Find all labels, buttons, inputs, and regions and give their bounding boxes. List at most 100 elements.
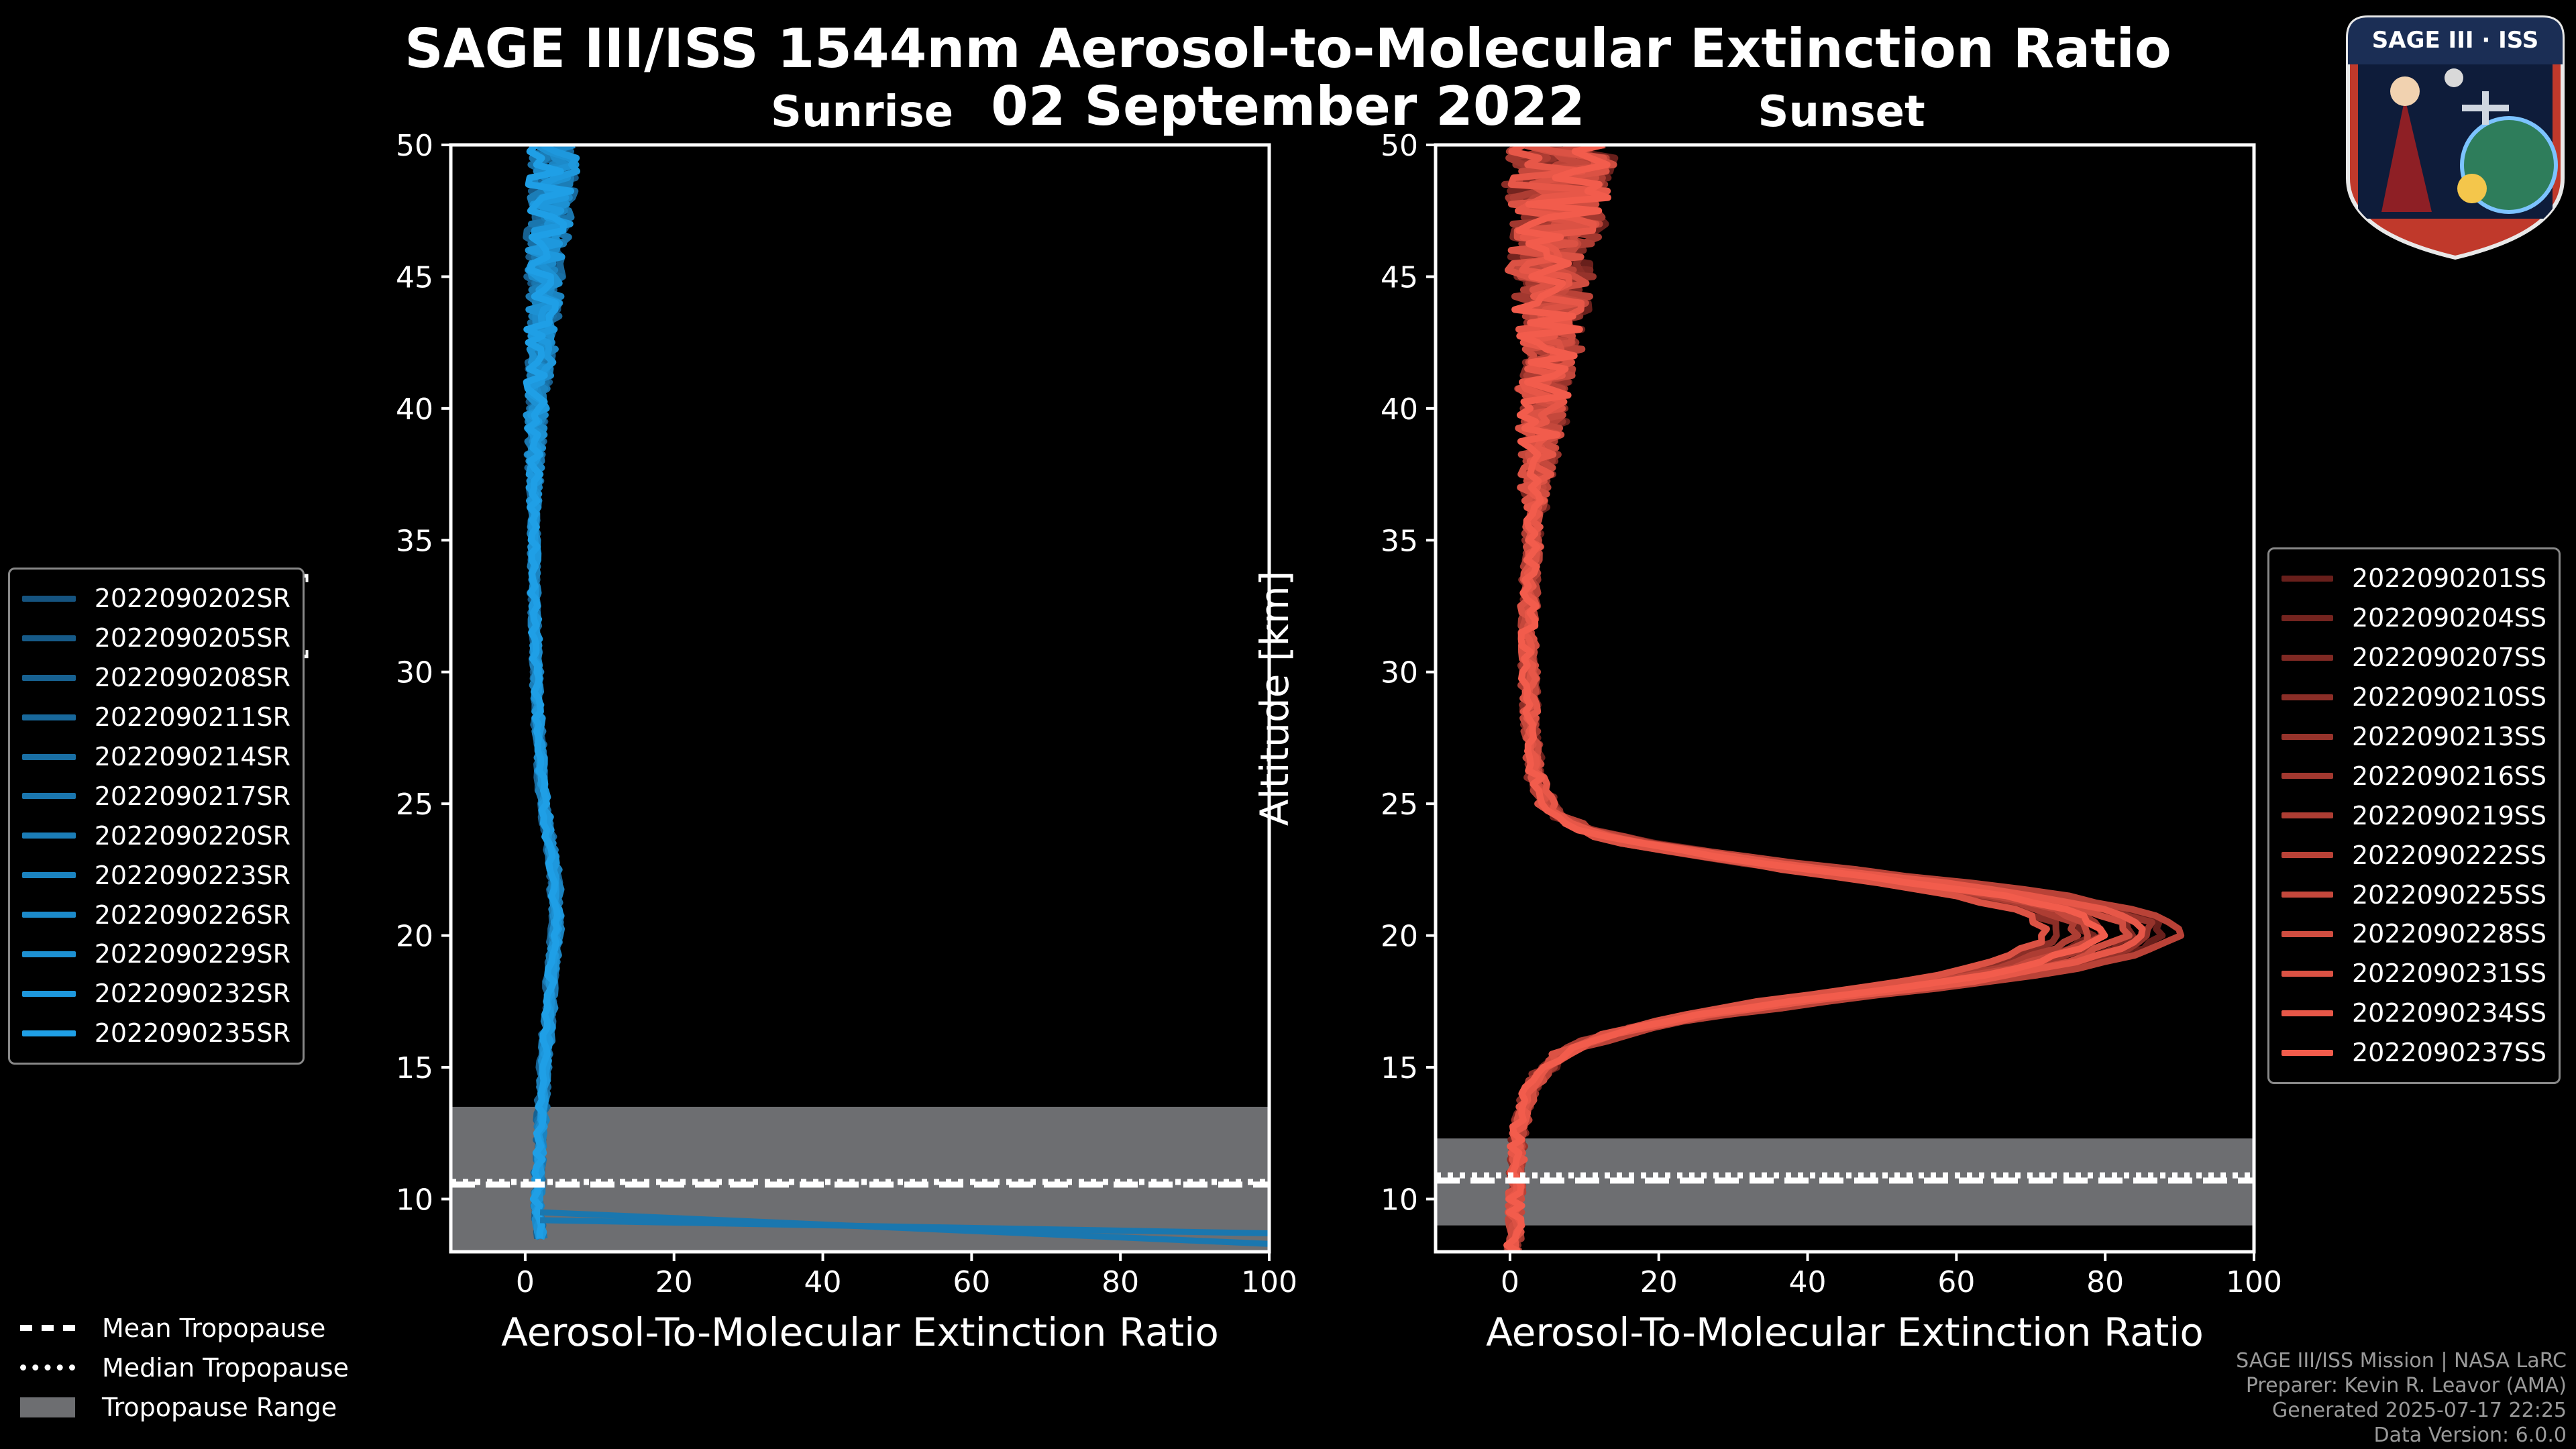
series-line-2022090228SS <box>1505 145 2133 1252</box>
figure-title: SAGE III/ISS 1544nm Aerosol-to-Molecular… <box>405 17 2171 80</box>
legend-swatch <box>22 635 76 641</box>
sunrise-legend: 2022090202SR 2022090205SR 2022090208SR 2022… <box>8 568 305 1065</box>
sunset-plot: 0 20 40 60 80 100 10 15 20 25 30 35 40 45 50 Aerosol-To… <box>1252 129 2282 1355</box>
series-line-2022090237SS <box>1503 145 2108 1252</box>
legend-label: 2022090210SS <box>2351 682 2546 712</box>
legend-label: 2022090219SS <box>2351 800 2546 830</box>
legend-entry-2022090208SR: 2022090208SR <box>22 658 290 698</box>
legend-label: 2022090235SR <box>94 1018 290 1049</box>
legend-swatch <box>22 793 76 800</box>
legend-swatch <box>2282 930 2333 937</box>
series-line-2022090216SS <box>1504 145 2106 1252</box>
y-tick-label: 15 <box>396 1051 433 1085</box>
x-axis-label: Aerosol-To-Molecular Extinction Ratio <box>501 1309 1219 1355</box>
legend-swatch <box>22 753 76 760</box>
legend-entry-2022090214SR: 2022090214SR <box>22 737 290 777</box>
credits: SAGE III/ISS Mission | NASA LaRC Prepare… <box>2236 1348 2567 1448</box>
x-tick-label: 100 <box>2226 1265 2282 1299</box>
y-tick-label: 25 <box>396 788 433 822</box>
legend-entry-2022090217SR: 2022090217SR <box>22 776 290 816</box>
legend-swatch <box>22 990 76 997</box>
y-tick-label: 45 <box>1381 260 1418 294</box>
legend-label: 2022090226SR <box>94 900 290 930</box>
legend-entry-2022090211SR: 2022090211SR <box>22 698 290 737</box>
y-tick-label: 40 <box>396 392 433 427</box>
dashed-line-swatch <box>20 1325 75 1331</box>
legend-entry-2022090235SR: 2022090235SR <box>22 1014 290 1053</box>
legend-label: 2022090201SS <box>2351 564 2546 594</box>
legend-label: 2022090222SS <box>2351 840 2546 870</box>
series-line-2022090222SS <box>1505 145 2185 1252</box>
legend-entry-2022090220SR: 2022090220SR <box>22 816 290 855</box>
x-tick-label: 80 <box>2086 1265 2124 1299</box>
legend-entry-2022090228SS: 2022090228SS <box>2282 914 2546 954</box>
legend-entry-2022090204SS: 2022090204SS <box>2282 598 2546 638</box>
legend-label: 2022090204SS <box>2351 603 2546 633</box>
legend-entry-2022090210SS: 2022090210SS <box>2282 678 2546 717</box>
legend-swatch <box>2282 773 2333 780</box>
legend-entry-2022090207SS: 2022090207SS <box>2282 638 2546 678</box>
legend-swatch <box>22 714 76 720</box>
legend-swatch <box>2282 812 2333 819</box>
x-tick-label: 0 <box>1501 1265 1519 1299</box>
x-tick-label: 20 <box>1640 1265 1678 1299</box>
sunset-panel-title: Sunset <box>1758 87 1925 137</box>
legend-swatch <box>2282 614 2333 621</box>
logo-name: SAGE III · ISS <box>2372 27 2538 54</box>
legend-swatch <box>22 595 76 602</box>
y-tick-label: 15 <box>1381 1051 1418 1085</box>
series-line-2022090207SS <box>1505 145 2137 1252</box>
sage-iii-iss-mission-logo: SAGE III · ISS <box>2346 15 2565 260</box>
legend-swatch <box>2282 733 2333 740</box>
legend-swatch <box>22 674 76 681</box>
legend-label: 2022090231SS <box>2351 959 2546 989</box>
y-tick-label: 50 <box>396 129 433 163</box>
figure-date: 02 September 2022 <box>991 75 1585 138</box>
legend-swatch <box>2282 575 2333 582</box>
legend-entry-2022090202SR: 2022090202SR <box>22 579 290 619</box>
legend-entry-2022090201SS: 2022090201SS <box>2282 559 2546 598</box>
y-tick-label: 10 <box>1381 1183 1418 1217</box>
legend-entry-2022090222SS: 2022090222SS <box>2282 835 2546 875</box>
gray-box-swatch <box>20 1397 75 1417</box>
y-tick-label: 45 <box>396 260 433 294</box>
series-line-2022090219SS <box>1505 145 2082 1252</box>
legend-label: 2022090237SS <box>2351 1038 2546 1068</box>
y-tick-label: 35 <box>396 524 433 558</box>
series-line-2022090204SS <box>1503 145 2098 1252</box>
series-line-2022090235SR <box>523 145 575 1239</box>
y-tick-label: 30 <box>1381 656 1418 690</box>
legend-mean-tropopause: Mean Tropopause <box>20 1308 349 1348</box>
credit-preparer: Preparer: Kevin R. Leavor (AMA) <box>2245 1374 2567 1397</box>
series-line-2022090201SS <box>1505 145 2166 1252</box>
legend-label: 2022090202SR <box>94 584 290 614</box>
sunrise-panel-title: Sunrise <box>770 87 954 137</box>
legend-label: 2022090205SR <box>94 623 290 653</box>
legend-label: 2022090229SR <box>94 939 290 969</box>
y-axis-label: Altitude [km] <box>1252 571 1297 826</box>
y-tick-label: 20 <box>396 920 433 954</box>
legend-entry-2022090216SS: 2022090216SS <box>2282 756 2546 796</box>
legend-swatch <box>2282 1049 2333 1056</box>
legend-swatch <box>22 912 76 918</box>
legend-label: 2022090232SR <box>94 979 290 1009</box>
y-tick-label: 10 <box>396 1183 433 1217</box>
legend-label: 2022090234SS <box>2351 998 2546 1028</box>
x-tick-label: 40 <box>804 1265 842 1299</box>
legend-swatch <box>22 1030 76 1036</box>
legend-entry-2022090205SR: 2022090205SR <box>22 619 290 658</box>
legend-swatch <box>2282 694 2333 700</box>
legend-entry-2022090213SS: 2022090213SS <box>2282 717 2546 757</box>
x-tick-label: 20 <box>655 1265 693 1299</box>
legend-label: 2022090217SR <box>94 781 290 811</box>
y-tick-label: 25 <box>1381 788 1418 822</box>
legend-entry-2022090231SS: 2022090231SS <box>2282 954 2546 994</box>
series-line-artifact <box>540 1217 1269 1236</box>
x-tick-label: 100 <box>1241 1265 1297 1299</box>
series-group <box>1501 145 2185 1252</box>
credit-mission: SAGE III/ISS Mission | NASA LaRC <box>2236 1349 2567 1373</box>
legend-entry-2022090232SR: 2022090232SR <box>22 974 290 1014</box>
legend-label: 2022090223SR <box>94 860 290 890</box>
